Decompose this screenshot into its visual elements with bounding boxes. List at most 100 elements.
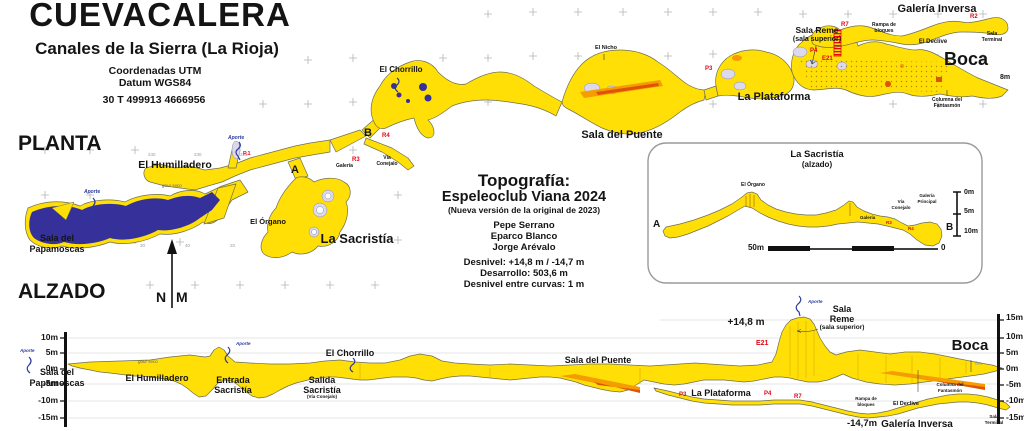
inset-profile <box>662 191 943 247</box>
grid-number: 40 <box>185 243 191 248</box>
elev-label-gour-seco: gour seco <box>138 359 158 364</box>
elev-label-0m: 0m <box>975 361 982 367</box>
plan-label-declive: El Declive <box>918 39 948 45</box>
coords-utm: Coordenadas UTM <box>108 65 202 77</box>
plan-label-humilladero: El Humilladero <box>138 159 212 171</box>
plan-marker-r7: R7 <box>841 22 849 28</box>
inset-scale-50m: 50m <box>747 243 764 252</box>
elev-label-aporte: Aporte <box>236 341 251 346</box>
elev-axis-left: -10m <box>38 395 58 405</box>
inset-depth-0m: 0m <box>964 189 975 196</box>
inset-label-galeria: Galería <box>860 215 876 220</box>
elevation-heading: ALZADO <box>18 280 106 303</box>
plan-label-plataforma: La Plataforma <box>737 91 811 103</box>
grid-number: 220 <box>240 152 248 157</box>
info-title: Topografía: <box>477 171 571 190</box>
inset-subtitle: (alzado) <box>801 160 833 169</box>
elev-axis-left: 10m <box>40 332 58 342</box>
inset-scale-bar <box>768 246 938 251</box>
elev-label-entrada-sacristia: Entrada <box>216 375 250 385</box>
plan-label-via-conejalo: Conejalo <box>376 161 398 167</box>
page-title: CUEVACALERA <box>29 0 291 33</box>
elev-axis-right: -5m <box>1006 379 1022 389</box>
elev-axis-left: -15m <box>38 412 58 422</box>
plan-marker-p4: P4 <box>810 48 818 54</box>
plan-label-sala-reme: Sala Reme <box>795 25 839 35</box>
info-note: (Nueva versión de la original de 2023) <box>447 205 601 215</box>
info-stat: Desnivel entre curvas: 1 m <box>463 279 585 290</box>
info-author: Eparco Blanco <box>490 231 558 242</box>
floor-stipple <box>800 60 950 92</box>
inset-marker-r4: R4 <box>908 226 914 231</box>
elev-label-max-up: +14,8 m <box>727 317 765 328</box>
plan-label-via-conejalo: Vía <box>383 155 391 161</box>
info-stat: Desarrollo: 503,6 m <box>480 268 568 279</box>
leader-lines-elev <box>796 328 972 392</box>
elev-label-sala-terminal: Terminal <box>984 420 1004 425</box>
plan-label-rampa: bloques <box>874 28 894 34</box>
elev-axis-left: 5m <box>45 347 58 357</box>
plan-label-sala-terminal: Sala <box>986 31 998 37</box>
plan-label-puente: Sala del Puente <box>581 129 663 141</box>
inset-label-via-conejalo: Conejalo <box>891 205 911 210</box>
compass-rose <box>158 239 186 308</box>
coords-value: 30 T 499913 4666956 <box>102 94 206 106</box>
inset-striations <box>745 194 851 216</box>
grid-number: 30 <box>140 243 146 248</box>
elev-label-galeria-inversa: Galería Inversa <box>881 419 953 430</box>
elev-marker-p4: P4 <box>764 391 772 397</box>
elev-marker-e21: E21 <box>756 340 769 347</box>
elev-label-papamoscas: Sala del <box>39 367 75 377</box>
elev-marker-p3: P3 <box>679 392 687 398</box>
elev-axis-right: 15m <box>1006 312 1024 322</box>
elev-label-boca: Boca <box>951 337 989 354</box>
elev-label-sala-reme: Reme <box>829 314 855 324</box>
plan-label-sala-terminal: Terminal <box>981 37 1003 43</box>
elev-label-papamoscas: Papamoscas <box>29 378 85 388</box>
inset-scale-0: 0 <box>941 243 946 252</box>
plan-label-sala-reme-sub: (sala superior) <box>792 36 842 43</box>
inset-box <box>647 142 983 284</box>
elev-label-puente: Sala del Puente <box>564 355 632 365</box>
elev-label-declive: El Declive <box>893 401 919 407</box>
plan-label-galeria: Galería <box>336 163 353 169</box>
inset-depth-5m: 5m <box>964 208 975 215</box>
elevation-lower-gallery <box>653 387 1011 419</box>
elevation-sediment <box>560 371 985 393</box>
plan-label-gour-seco: gour seco <box>162 183 182 188</box>
leader-lines-plan <box>603 45 948 96</box>
plan-marker-p1: P.1 <box>243 151 251 157</box>
elev-label-entrada-sacristia: Sacristía <box>214 385 252 395</box>
plan-label-boca: Boca <box>943 49 989 69</box>
inset-marker-r3: R3 <box>886 220 892 225</box>
inset-point-b: B <box>946 222 954 233</box>
elev-label-rampa: Rampa de <box>855 396 877 401</box>
water-areas <box>29 83 432 245</box>
elev-label-plataforma: La Plataforma <box>691 388 751 398</box>
elev-label-sala-reme-sub: (sala superior) <box>819 324 865 331</box>
plan-label-chorrillo: El Chorrillo <box>379 65 423 74</box>
plan-label-columna: Fantasmón <box>933 103 961 109</box>
plan-label-papamoscas: Papamoscas <box>29 244 85 254</box>
elev-axis-right: 0m <box>1006 363 1019 373</box>
inset-label-via-conejalo: Vía <box>897 199 905 204</box>
elev-label-rampa: bloques <box>857 402 875 407</box>
plan-label-8m: 8m <box>1000 74 1011 81</box>
plan-marker-r2: R2 <box>970 14 978 20</box>
elevation-striations <box>359 321 967 384</box>
inset-depth-scale <box>953 191 961 237</box>
inset-label-galeria-principal: Galería <box>919 193 935 198</box>
info-stat: Desnivel: +14,8 m / -14,7 m <box>463 257 585 268</box>
plan-label-sacristia: La Sacristía <box>320 231 394 246</box>
pit-e21-symbol <box>833 29 842 57</box>
plan-heading: PLANTA <box>18 132 102 155</box>
page-subtitle: Canales de la Sierra (La Rioja) <box>35 39 279 58</box>
elev-axis-left: 0m <box>45 363 58 373</box>
info-author: Pepe Serrano <box>493 220 555 231</box>
plan-label-aporte: Aporte <box>84 189 101 195</box>
elev-label-aporte: Aporte <box>20 348 35 353</box>
plan-marker-r4: R4 <box>382 133 390 139</box>
grid-number: 20 <box>230 243 236 248</box>
elev-label-salida-sacristia-sub: (Vía Conejalo) <box>306 394 338 399</box>
